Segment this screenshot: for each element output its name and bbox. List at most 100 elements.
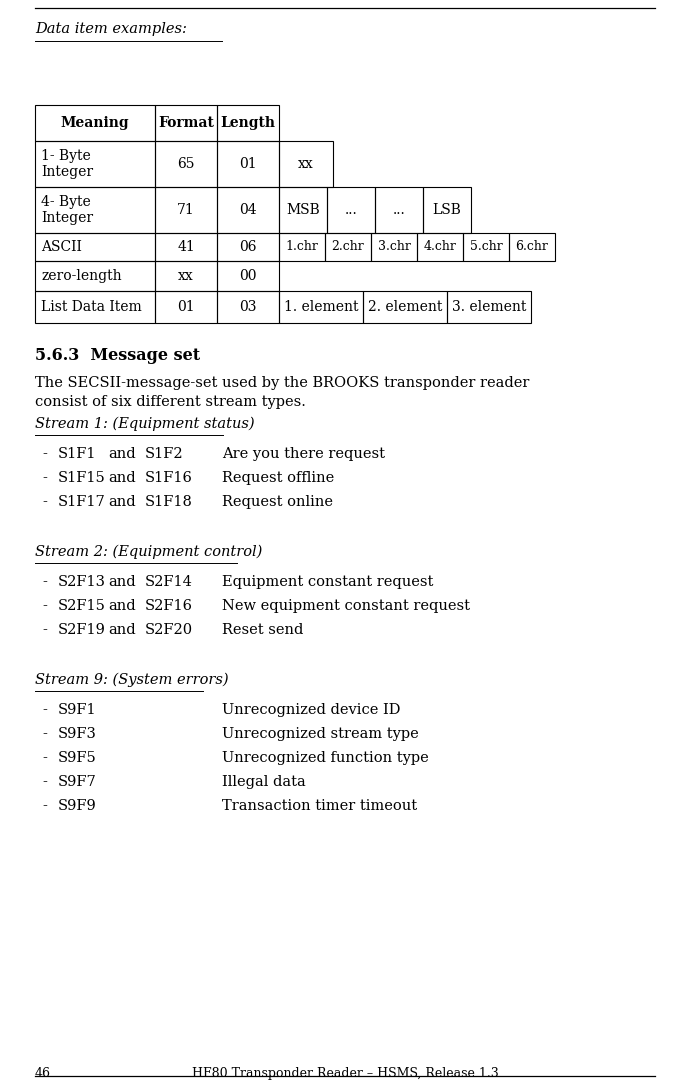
Bar <box>463 233 509 261</box>
Text: 00: 00 <box>239 269 257 283</box>
Bar <box>155 187 217 233</box>
Text: 5.chr: 5.chr <box>470 240 502 253</box>
Bar <box>155 261 217 291</box>
Bar <box>279 233 325 261</box>
Bar <box>35 105 155 141</box>
Text: and: and <box>108 575 136 589</box>
Bar <box>325 233 371 261</box>
Text: Unrecognized device ID: Unrecognized device ID <box>222 703 400 717</box>
Bar <box>155 233 217 261</box>
Text: 1. element: 1. element <box>284 300 358 314</box>
Text: 4- Byte: 4- Byte <box>41 195 91 209</box>
Text: Request online: Request online <box>222 495 333 509</box>
Text: ...: ... <box>344 203 357 217</box>
Text: Integer: Integer <box>41 211 93 225</box>
Text: Stream 2: (Equipment control): Stream 2: (Equipment control) <box>35 544 262 560</box>
Bar <box>35 187 155 233</box>
Text: -: - <box>42 599 47 613</box>
Bar <box>217 141 279 187</box>
Text: S9F7: S9F7 <box>58 775 97 789</box>
Text: S2F19: S2F19 <box>58 623 106 637</box>
Bar <box>155 291 217 323</box>
Text: HF80 Transponder Reader – HSMS, Release 1.3: HF80 Transponder Reader – HSMS, Release … <box>192 1067 498 1080</box>
Text: S1F18: S1F18 <box>145 495 193 509</box>
Text: -: - <box>42 575 47 589</box>
Text: 01: 01 <box>239 157 257 171</box>
Bar <box>217 187 279 233</box>
Text: -: - <box>42 775 47 789</box>
Text: and: and <box>108 471 136 485</box>
Text: 03: 03 <box>239 300 257 314</box>
Text: S2F13: S2F13 <box>58 575 106 589</box>
Bar <box>279 291 363 323</box>
Text: 3. element: 3. element <box>452 300 526 314</box>
Text: 46: 46 <box>35 1067 51 1080</box>
Text: and: and <box>108 599 136 613</box>
Text: S2F16: S2F16 <box>145 599 193 613</box>
Text: S1F16: S1F16 <box>145 471 193 485</box>
Text: Reset send: Reset send <box>222 623 304 637</box>
Text: The SECSII-message-set used by the BROOKS transponder reader: The SECSII-message-set used by the BROOK… <box>35 376 529 389</box>
Text: S1F15: S1F15 <box>58 471 106 485</box>
Text: New equipment constant request: New equipment constant request <box>222 599 470 613</box>
Bar <box>417 233 463 261</box>
Text: Transaction timer timeout: Transaction timer timeout <box>222 799 417 813</box>
Text: Request offline: Request offline <box>222 471 334 485</box>
Text: 4.chr: 4.chr <box>424 240 457 253</box>
Bar <box>363 291 447 323</box>
Text: S9F3: S9F3 <box>58 727 97 741</box>
Bar <box>35 141 155 187</box>
Text: 2.chr: 2.chr <box>332 240 364 253</box>
Bar <box>35 291 155 323</box>
Text: ASCII: ASCII <box>41 240 82 254</box>
Text: -: - <box>42 471 47 485</box>
Text: Are you there request: Are you there request <box>222 447 385 461</box>
Bar <box>217 105 279 141</box>
Text: 1- Byte: 1- Byte <box>41 149 91 163</box>
Bar <box>279 187 327 233</box>
Text: S9F5: S9F5 <box>58 751 97 765</box>
Bar <box>35 261 155 291</box>
Text: S1F17: S1F17 <box>58 495 106 509</box>
Bar <box>509 233 555 261</box>
Text: -: - <box>42 703 47 717</box>
Text: and: and <box>108 495 136 509</box>
Text: Unrecognized stream type: Unrecognized stream type <box>222 727 419 741</box>
Text: List Data Item: List Data Item <box>41 300 141 314</box>
Text: 3.chr: 3.chr <box>377 240 411 253</box>
Text: 2. element: 2. element <box>368 300 442 314</box>
Text: Data item examples:: Data item examples: <box>35 22 187 36</box>
Bar <box>217 291 279 323</box>
Text: 41: 41 <box>177 240 195 254</box>
Bar <box>371 233 417 261</box>
Text: -: - <box>42 495 47 509</box>
Text: S1F2: S1F2 <box>145 447 184 461</box>
Text: -: - <box>42 799 47 813</box>
Bar <box>155 141 217 187</box>
Bar <box>35 233 155 261</box>
Text: -: - <box>42 447 47 461</box>
Bar <box>423 187 471 233</box>
Text: 71: 71 <box>177 203 195 217</box>
Text: Unrecognized function type: Unrecognized function type <box>222 751 428 765</box>
Text: 65: 65 <box>177 157 195 171</box>
Text: -: - <box>42 623 47 637</box>
Text: xx: xx <box>298 157 314 171</box>
Text: Format: Format <box>158 116 214 130</box>
Text: S1F1: S1F1 <box>58 447 97 461</box>
Text: zero-length: zero-length <box>41 269 121 283</box>
Text: 5.6.3  Message set: 5.6.3 Message set <box>35 347 200 363</box>
Text: MSB: MSB <box>286 203 320 217</box>
Bar <box>375 187 423 233</box>
Text: consist of six different stream types.: consist of six different stream types. <box>35 395 306 409</box>
Text: S9F1: S9F1 <box>58 703 97 717</box>
Text: Meaning: Meaning <box>61 116 129 130</box>
Text: S9F9: S9F9 <box>58 799 97 813</box>
Bar <box>217 233 279 261</box>
Text: Stream 9: (System errors): Stream 9: (System errors) <box>35 673 228 687</box>
Text: LSB: LSB <box>433 203 462 217</box>
Bar <box>217 261 279 291</box>
Text: S2F20: S2F20 <box>145 623 193 637</box>
Text: Illegal data: Illegal data <box>222 775 306 789</box>
Text: S2F15: S2F15 <box>58 599 106 613</box>
